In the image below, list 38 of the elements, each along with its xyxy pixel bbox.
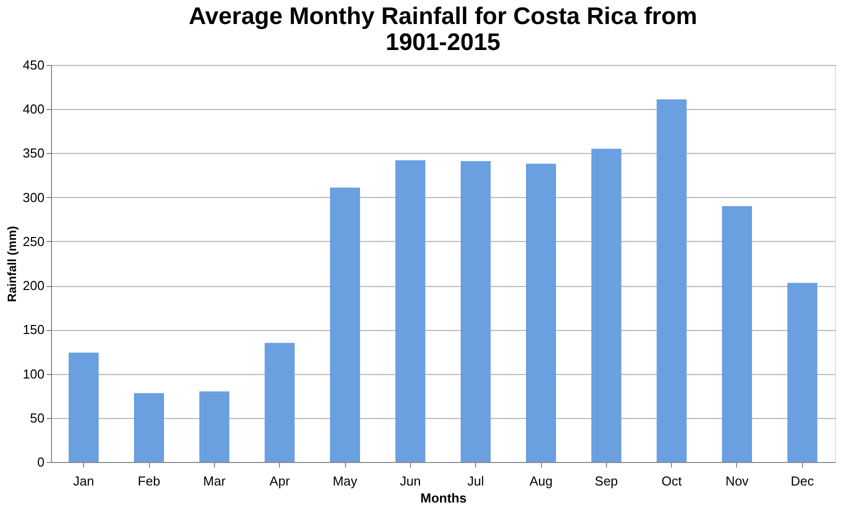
bar — [330, 188, 360, 462]
bar — [264, 342, 295, 462]
text: 1901-2015 — [386, 29, 500, 56]
y-tick-label: 200 — [22, 278, 44, 294]
y-tick-label: 450 — [22, 58, 44, 72]
y-tick-label: 100 — [22, 366, 44, 382]
bar — [134, 393, 164, 462]
y-tick-label: 50 — [30, 410, 44, 426]
bar — [656, 99, 687, 462]
x-tick-label: Aug — [529, 474, 553, 488]
x-tick-label: Sep — [594, 474, 618, 488]
x-tick-label: Jun — [400, 474, 421, 488]
y-tick-label: 400 — [22, 102, 44, 117]
x-tick-label: Nov — [725, 474, 750, 488]
x-tick-label: Jan — [73, 474, 94, 488]
y-tick-label: 0 — [37, 454, 44, 470]
y-axis-title: Rainfall (mm) — [4, 226, 19, 302]
text: Average Monthy Rainfall for Costa Rica from — [188, 3, 698, 30]
y-tick-label: 350 — [22, 146, 44, 161]
bar — [591, 148, 622, 462]
x-tick-label: Feb — [138, 474, 160, 488]
bar — [395, 160, 426, 462]
x-tick-label: Dec — [790, 474, 814, 488]
bar — [460, 161, 491, 462]
y-tick-label: 150 — [22, 322, 44, 338]
y-tick-label: 300 — [22, 190, 44, 205]
x-axis-title: Months — [420, 490, 467, 506]
x-tick-label: Mar — [203, 474, 226, 488]
bar — [526, 164, 556, 462]
bar — [68, 352, 99, 462]
bar — [722, 206, 752, 462]
x-tick-label: Apr — [270, 474, 290, 488]
y-tick-label: 250 — [22, 234, 44, 249]
bar — [199, 391, 230, 462]
x-tick-label: Jul — [467, 474, 484, 488]
x-tick-label: Oct — [662, 474, 682, 488]
x-tick-label: May — [332, 474, 358, 488]
bar — [787, 282, 818, 462]
